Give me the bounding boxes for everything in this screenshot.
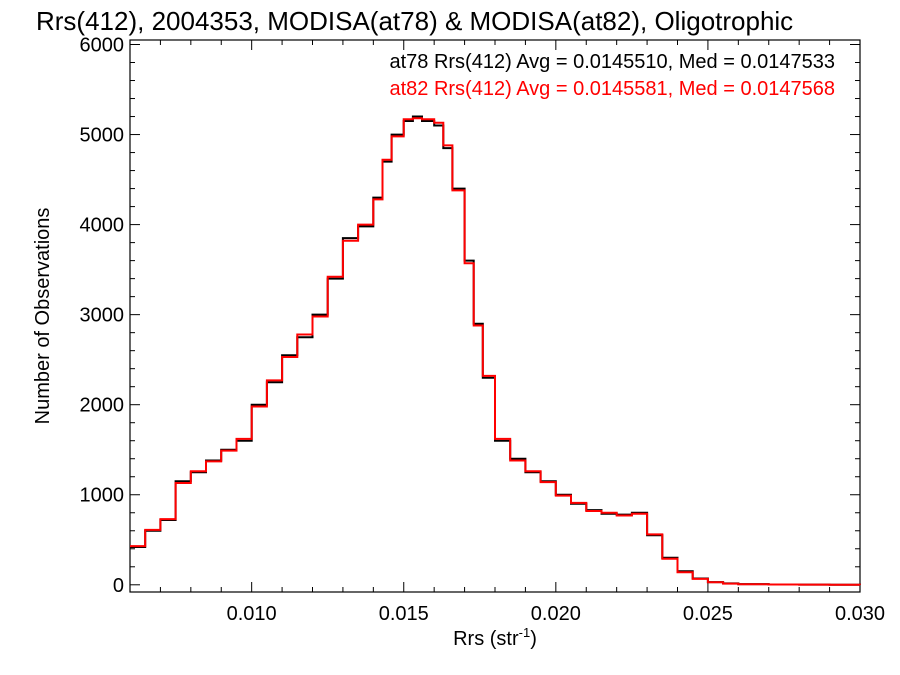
y-tick-label: 1000	[80, 485, 125, 507]
y-tick-label: 0	[113, 575, 124, 597]
y-tick-label: 2000	[80, 395, 125, 417]
series-group	[130, 115, 861, 586]
annotation-at82: at82 Rrs(412) Avg = 0.0145581, Med = 0.0…	[389, 78, 835, 100]
x-axis-label-end: )	[530, 628, 537, 650]
y-tick-label: 6000	[80, 35, 125, 57]
x-axis-label: Rrs (str-1)	[453, 625, 537, 650]
x-axis-ticks: 0.010 0.015 0.020 0.025 0.030	[159, 40, 885, 625]
x-tick-label: 0.015	[379, 603, 429, 625]
series-0-line	[130, 115, 861, 586]
x-axis-label-main: Rrs (str	[453, 628, 519, 650]
y-tick-label: 5000	[80, 125, 125, 147]
y-axis-label: Number of Observations	[32, 208, 54, 425]
annotation-at78: at78 Rrs(412) Avg = 0.0145510, Med = 0.0…	[389, 51, 835, 73]
x-tick-label: 0.025	[683, 603, 733, 625]
y-tick-label: 3000	[80, 305, 125, 327]
y-tick-label: 4000	[80, 215, 125, 237]
x-axis-label-sup: -1	[519, 625, 531, 640]
x-tick-label: 0.030	[835, 603, 885, 625]
chart-title: Rrs(412), 2004353, MODISA(at78) & MODISA…	[36, 6, 793, 36]
plot-frame	[129, 39, 861, 593]
x-tick-label: 0.020	[531, 603, 581, 625]
series-1-line	[130, 117, 861, 586]
x-tick-label: 0.010	[227, 603, 277, 625]
y-axis-ticks: 0 1000 2000 3000 4000 5000 6000	[80, 35, 860, 597]
